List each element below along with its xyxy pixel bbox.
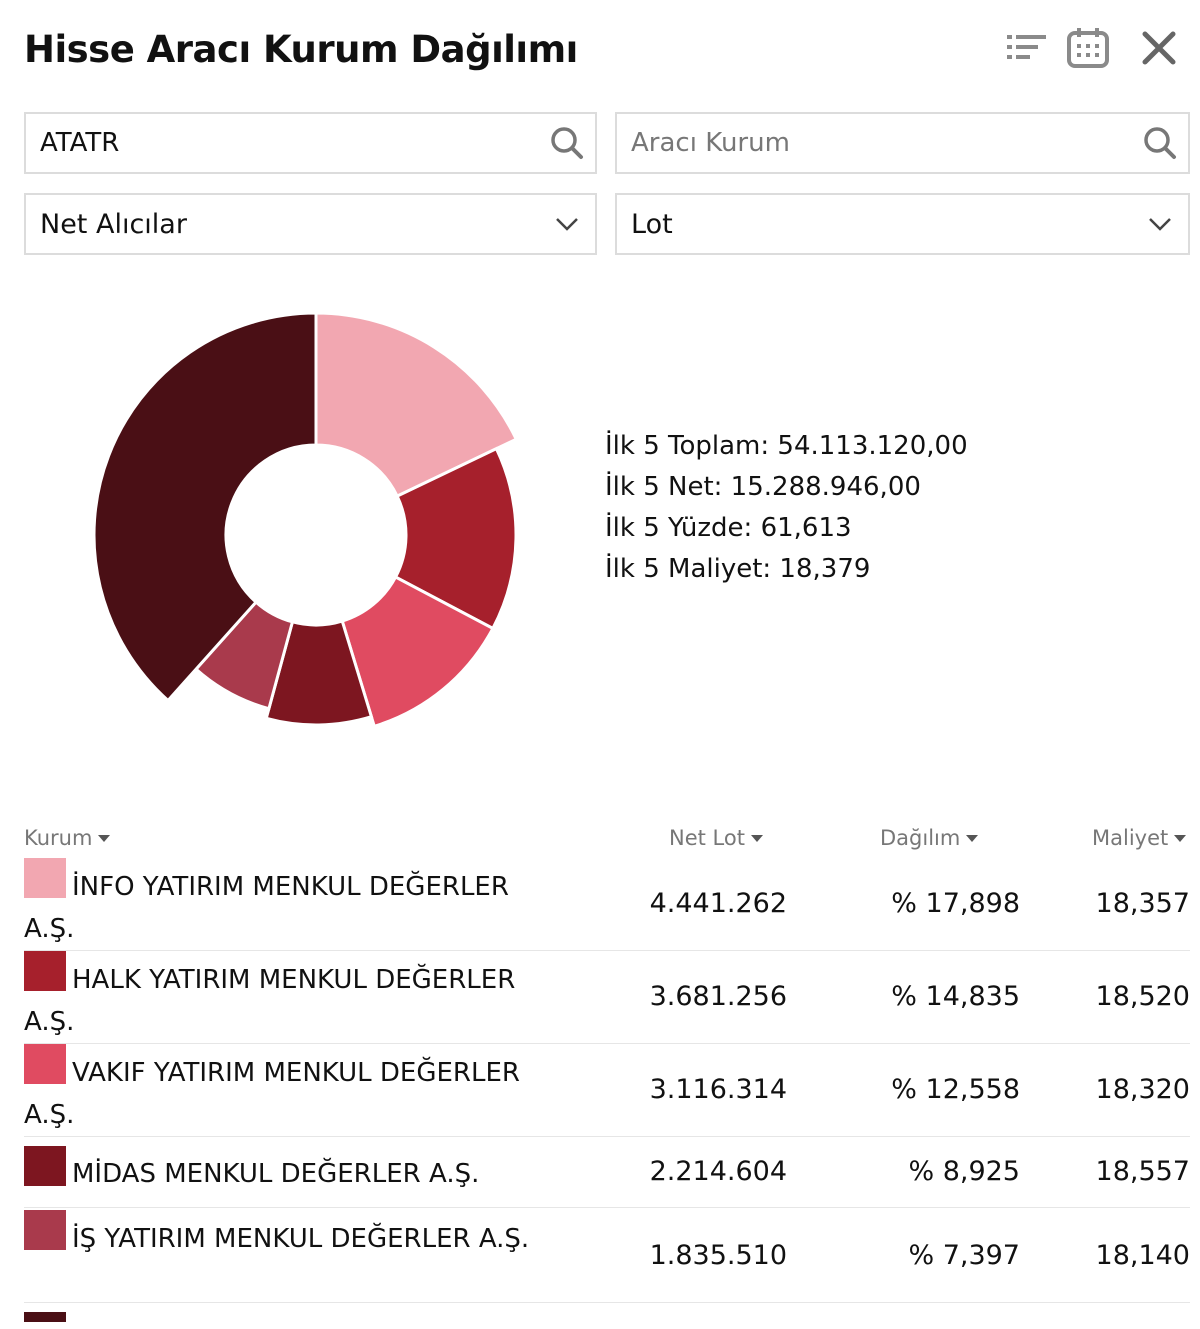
- table-header: Kurum Net Lot Dağılım Maliyet: [0, 826, 1200, 860]
- broker-name: İŞ YATIRIM MENKUL DEĞERLER A.Ş.: [72, 1224, 530, 1254]
- table-row[interactable]: İNFO YATIRIM MENKUL DEĞERLER A.Ş. 4.441.…: [24, 858, 1190, 951]
- summary-block: İlk 5 Toplam: 54.113.120,00 İlk 5 Net: 1…: [605, 426, 968, 590]
- sort-caret-icon: [750, 834, 763, 842]
- summary-net: İlk 5 Net: 15.288.946,00: [605, 472, 921, 502]
- symbol-search-input[interactable]: [26, 114, 539, 172]
- column-header-dagilim[interactable]: Dağılım: [880, 826, 979, 850]
- unit-select[interactable]: Lot: [615, 193, 1190, 255]
- color-swatch: [24, 1146, 66, 1186]
- chevron-down-icon: [539, 195, 595, 253]
- broker-name: İNFO YATIRIM MENKUL DEĞERLER A.Ş.: [24, 872, 509, 944]
- sort-caret-icon: [966, 834, 979, 842]
- net-lot-value: 3.116.314: [649, 1074, 787, 1105]
- sort-icon[interactable]: [1005, 26, 1049, 70]
- summary-percent: İlk 5 Yüzde: 61,613: [605, 513, 852, 543]
- close-icon[interactable]: [1137, 26, 1181, 70]
- distribution-value: % 7,397: [908, 1240, 1020, 1271]
- slice-info[interactable]: [314, 311, 519, 499]
- side-select-value: Net Alıcılar: [40, 208, 187, 240]
- color-swatch: [24, 1312, 66, 1322]
- summary-cost: İlk 5 Maliyet: 18,379: [605, 554, 871, 584]
- broker-search-input[interactable]: [617, 114, 1132, 172]
- side-select[interactable]: Net Alıcılar: [24, 193, 597, 255]
- cost-value: 18,557: [1095, 1156, 1190, 1187]
- table-row[interactable]: İŞ YATIRIM MENKUL DEĞERLER A.Ş. 1.835.51…: [24, 1208, 1190, 1303]
- sort-caret-icon: [98, 834, 111, 842]
- color-swatch: [24, 858, 66, 898]
- column-header-maliyet[interactable]: Maliyet: [1092, 826, 1187, 850]
- broker-search-field: [615, 112, 1190, 174]
- slice-midas[interactable]: [264, 619, 374, 727]
- net-lot-value: 4.441.262: [649, 888, 787, 919]
- cost-value: 18,140: [1095, 1240, 1190, 1271]
- broker-name: HALK YATIRIM MENKUL DEĞERLER A.Ş.: [24, 965, 516, 1037]
- sort-caret-icon: [1174, 834, 1187, 842]
- cost-value: 18,520: [1095, 981, 1190, 1012]
- distribution-value: % 17,898: [891, 888, 1020, 919]
- distribution-value: % 12,558: [891, 1074, 1020, 1105]
- distribution-value: % 8,925: [908, 1156, 1020, 1187]
- broker-name: VAKIF YATIRIM MENKUL DEĞERLER A.Ş.: [24, 1058, 520, 1130]
- net-lot-value: 3.681.256: [649, 981, 787, 1012]
- calendar-icon[interactable]: [1066, 26, 1110, 70]
- search-icon[interactable]: [539, 114, 595, 172]
- color-swatch: [24, 1210, 66, 1250]
- slice-halk[interactable]: [393, 446, 518, 631]
- column-header-kurum[interactable]: Kurum: [24, 826, 111, 850]
- chevron-down-icon: [1132, 195, 1188, 253]
- color-swatch: [24, 951, 66, 991]
- search-icon[interactable]: [1132, 114, 1188, 172]
- table-row[interactable]: HALK YATIRIM MENKUL DEĞERLER A.Ş. 3.681.…: [24, 951, 1190, 1044]
- net-lot-value: 2.214.604: [649, 1156, 787, 1187]
- net-lot-value: 1.835.510: [649, 1240, 787, 1271]
- symbol-search-field: [24, 112, 597, 174]
- table-row[interactable]: VAKIF YATIRIM MENKUL DEĞERLER A.Ş. 3.116…: [24, 1044, 1190, 1137]
- donut-chart-svg: [92, 311, 519, 729]
- broker-name: MİDAS MENKUL DEĞERLER A.Ş.: [72, 1159, 480, 1189]
- summary-total: İlk 5 Toplam: 54.113.120,00: [605, 431, 968, 461]
- slice-other[interactable]: [92, 311, 318, 703]
- unit-select-value: Lot: [631, 208, 673, 240]
- column-header-net-lot[interactable]: Net Lot: [669, 826, 763, 850]
- slice-vakif[interactable]: [340, 575, 495, 729]
- cost-value: 18,320: [1095, 1074, 1190, 1105]
- distribution-value: % 14,835: [891, 981, 1020, 1012]
- color-swatch: [24, 1044, 66, 1084]
- cost-value: 18,357: [1095, 888, 1190, 919]
- table-row[interactable]: MİDAS MENKUL DEĞERLER A.Ş. 2.214.604 % 8…: [24, 1137, 1190, 1208]
- donut-chart: [80, 300, 560, 770]
- page-title: Hisse Aracı Kurum Dağılımı: [24, 28, 578, 71]
